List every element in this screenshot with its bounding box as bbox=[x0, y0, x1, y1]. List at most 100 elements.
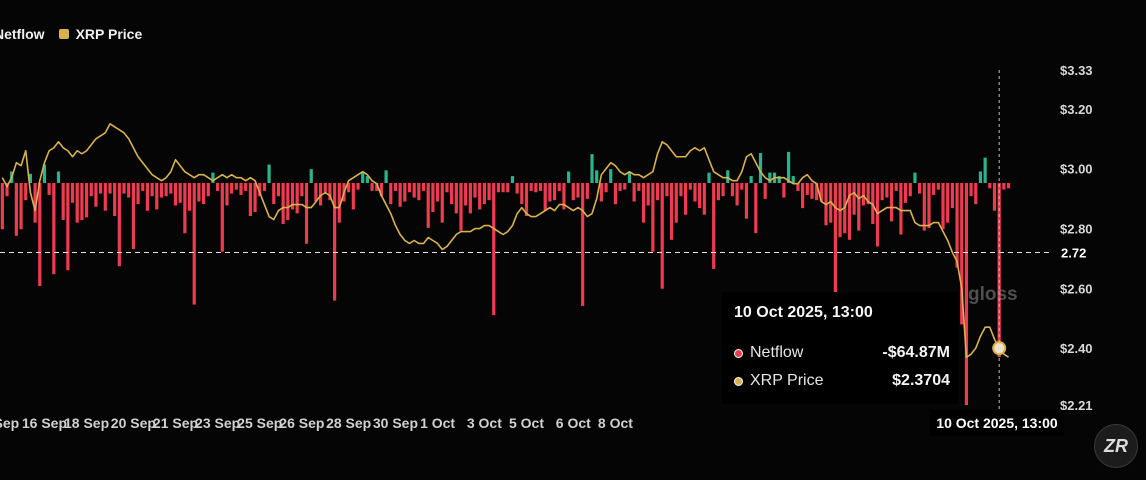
netflow-bar bbox=[276, 183, 281, 197]
netflow-bar bbox=[187, 183, 192, 211]
x-tick-label: 26 Sep bbox=[279, 415, 324, 431]
netflow-bar bbox=[150, 183, 154, 197]
netflow-bar bbox=[248, 183, 252, 217]
netflow-bar bbox=[440, 183, 444, 223]
netflow-bar bbox=[201, 183, 206, 205]
netflow-bar bbox=[501, 183, 505, 193]
netflow-bar bbox=[450, 183, 454, 205]
netflow-bar bbox=[571, 183, 575, 201]
netflow-bar bbox=[674, 183, 678, 223]
netflow-bar bbox=[548, 183, 552, 202]
netflow-bar bbox=[637, 183, 641, 191]
netflow-bar bbox=[482, 183, 486, 205]
netflow-bar bbox=[562, 183, 566, 210]
x-tick-label: 25 Sep bbox=[237, 415, 282, 431]
netflow-bar bbox=[889, 183, 894, 222]
netflow-bar bbox=[922, 183, 926, 231]
netflow-bar bbox=[459, 183, 463, 231]
netflow-bar bbox=[230, 183, 234, 194]
netflow-bar bbox=[94, 183, 98, 207]
netflow-bar bbox=[454, 183, 458, 214]
netflow-bar bbox=[183, 183, 187, 234]
netflow-bar bbox=[5, 183, 9, 197]
netflow-bar bbox=[721, 183, 725, 197]
tooltip-row-netflow: Netflow -$64.87M bbox=[734, 344, 950, 362]
netflow-bar bbox=[365, 176, 369, 183]
price-series-line bbox=[1, 123, 1009, 358]
netflow-bar bbox=[89, 183, 93, 197]
netflow-bar bbox=[145, 183, 150, 211]
netflow-bar bbox=[431, 183, 435, 213]
netflow-bar bbox=[14, 183, 18, 236]
netflow-bar bbox=[384, 170, 388, 183]
x-tick-label: 30 Sep bbox=[373, 415, 418, 431]
netflow-bar bbox=[66, 183, 70, 271]
netflow-bar bbox=[117, 183, 121, 267]
netflow-bar bbox=[127, 183, 131, 198]
netflow-bar bbox=[693, 183, 697, 202]
netflow-bar bbox=[871, 183, 875, 224]
netflow-bar bbox=[290, 183, 295, 210]
netflow-bar bbox=[557, 183, 561, 191]
netflow-bar bbox=[964, 183, 969, 405]
x-tick-label: 23 Sep bbox=[195, 415, 240, 431]
netflow-bar bbox=[599, 183, 603, 202]
y-tick-label: $2.80 bbox=[1060, 222, 1093, 237]
netflow-bar bbox=[819, 183, 823, 202]
brand-logo-icon[interactable]: ZR bbox=[1094, 424, 1138, 468]
tooltip-netflow-value: -$64.87M bbox=[882, 344, 950, 361]
price-line-group bbox=[1, 123, 1009, 358]
netflow-bar bbox=[300, 183, 304, 197]
netflow-bar bbox=[698, 183, 702, 209]
netflow-bar bbox=[286, 183, 290, 220]
netflow-bar bbox=[295, 183, 299, 214]
netflow-bar bbox=[679, 183, 683, 197]
netflow-bar bbox=[84, 183, 89, 218]
netflow-bar bbox=[983, 157, 987, 183]
netflow-bar bbox=[258, 183, 262, 197]
netflow-bar bbox=[379, 183, 384, 197]
x-tick-label: 5 Oct bbox=[509, 415, 544, 431]
netflow-bar bbox=[684, 183, 688, 215]
netflow-bar bbox=[604, 183, 608, 193]
netflow-bar bbox=[99, 183, 103, 194]
netflow-bar bbox=[398, 183, 402, 207]
legend-item-netflow[interactable]: Netflow bbox=[0, 26, 45, 42]
netflow-bar bbox=[918, 183, 922, 194]
logo-text: ZR bbox=[1104, 435, 1128, 456]
legend-item-price[interactable]: XRP Price bbox=[58, 26, 142, 42]
x-tick-label: 6 Oct bbox=[556, 415, 591, 431]
netflow-bar bbox=[220, 183, 224, 252]
netflow-bar bbox=[407, 183, 412, 193]
netflow-bar bbox=[337, 183, 341, 223]
netflow-bar bbox=[28, 173, 33, 183]
netflow-bar bbox=[641, 183, 646, 223]
netflow-bar bbox=[543, 183, 547, 211]
netflow-bar bbox=[314, 183, 318, 202]
netflow-bar bbox=[244, 183, 248, 191]
netflow-bar bbox=[927, 183, 931, 228]
netflow-bar bbox=[445, 183, 449, 193]
netflow-bar bbox=[492, 183, 496, 316]
netflow-bar bbox=[903, 183, 908, 203]
netflow-bar bbox=[627, 172, 632, 183]
netflow-bar bbox=[131, 183, 135, 250]
tooltip-netflow-label: Netflow bbox=[750, 344, 804, 361]
y-tick-label: $3.20 bbox=[1060, 102, 1093, 117]
netflow-bar bbox=[510, 176, 515, 183]
netflow-bar bbox=[108, 183, 112, 194]
netflow-bar bbox=[421, 183, 426, 191]
legend-netflow-label: Netflow bbox=[0, 26, 45, 42]
netflow-bar bbox=[206, 183, 210, 197]
netflow-bar bbox=[192, 183, 196, 305]
netflow-bar bbox=[857, 183, 861, 231]
x-tick-label: 8 Oct bbox=[598, 415, 633, 431]
netflow-bar bbox=[538, 183, 543, 191]
netflow-bar bbox=[885, 183, 889, 198]
x-axis-highlight-label: 10 Oct 2025, 13:00 bbox=[930, 410, 1064, 436]
netflow-bar bbox=[758, 153, 763, 183]
netflow-bar bbox=[702, 183, 706, 215]
netflow-bar bbox=[730, 183, 735, 197]
netflow-bar bbox=[585, 183, 589, 199]
netflow-bar bbox=[646, 183, 650, 206]
